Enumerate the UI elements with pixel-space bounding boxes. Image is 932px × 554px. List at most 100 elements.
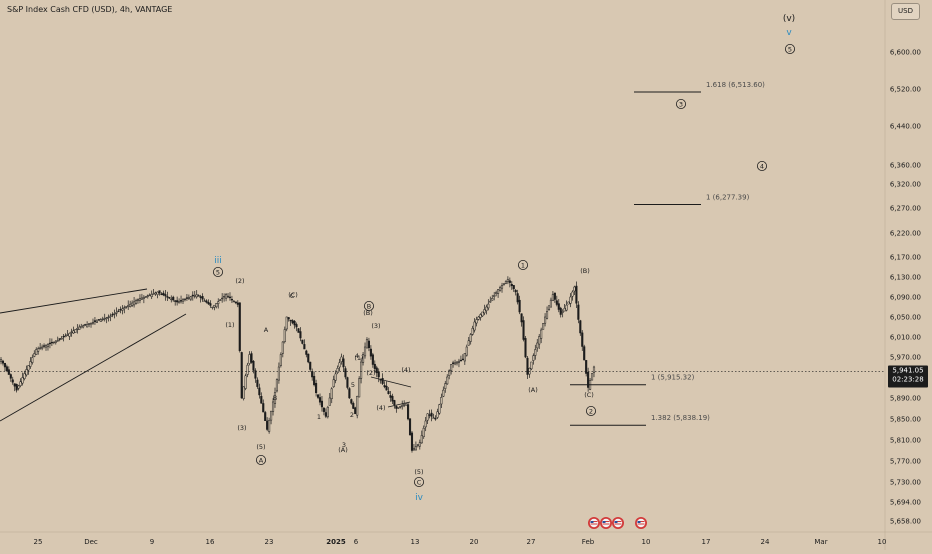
time-tick-label: 2025 <box>326 538 346 546</box>
wave-label: (C) <box>584 391 594 399</box>
candle-body <box>201 296 204 300</box>
candle-body <box>111 314 114 316</box>
candle-body <box>393 400 396 406</box>
svg-text:1: 1 <box>521 261 525 269</box>
candle-body <box>193 295 196 297</box>
circled-wave-label: 2 <box>586 405 597 416</box>
candle <box>72 326 75 334</box>
candle-body <box>238 302 241 352</box>
candle <box>226 293 230 299</box>
wave-label: (A) <box>338 446 348 454</box>
wave4-upper-line[interactable] <box>370 376 412 388</box>
candle-body <box>101 318 104 321</box>
candle <box>444 380 447 393</box>
candle <box>170 295 173 303</box>
candle <box>414 441 417 451</box>
us-flag-icon[interactable] <box>612 517 624 529</box>
candle-body <box>0 359 3 362</box>
candle <box>424 416 427 432</box>
price-axis[interactable]: 6,600.00 6,520.00 6,440.00 6,360.00 6,320.00… <box>890 49 921 526</box>
time-axis[interactable]: 25 Dec 9 16 23 2025 6 13 20 27 Feb 10 17 24 Mar 10 <box>34 538 887 546</box>
candle-body <box>575 285 578 304</box>
candle-body <box>176 300 179 303</box>
candle <box>299 327 302 342</box>
candle <box>538 333 541 350</box>
candle-body <box>279 354 282 366</box>
candle <box>561 309 564 318</box>
candle <box>131 300 134 307</box>
candle <box>510 281 513 290</box>
circled-wave-label: B <box>363 300 374 311</box>
candle <box>199 294 202 303</box>
candle-body <box>29 361 32 367</box>
candle-body <box>211 306 214 309</box>
candle-body <box>266 420 269 430</box>
candle <box>502 283 506 286</box>
channel-lower-line[interactable] <box>0 313 187 422</box>
candle-body <box>70 331 73 334</box>
candle-body <box>68 333 71 337</box>
chart-title: S&P Index Cash CFD (USD), 4h, VANTAGE <box>7 5 173 14</box>
candle-body <box>240 352 243 399</box>
candle-body <box>510 284 513 286</box>
candle-body <box>205 300 208 303</box>
candle-body <box>103 318 106 320</box>
candle <box>9 373 12 382</box>
candle <box>68 332 71 340</box>
candle <box>193 290 196 299</box>
svg-text:B: B <box>367 302 371 310</box>
candle-body <box>189 296 192 300</box>
wave-label: A <box>264 326 269 334</box>
candle <box>221 293 224 303</box>
candle <box>164 290 167 301</box>
candle-body <box>324 412 327 417</box>
us-flag-icon[interactable] <box>635 517 647 529</box>
candle <box>483 304 486 316</box>
candle-body <box>545 311 549 319</box>
candle <box>129 300 132 308</box>
channel-upper-line[interactable] <box>0 288 148 314</box>
candle-body <box>260 395 263 404</box>
candle <box>377 368 380 383</box>
currency-button[interactable]: USD <box>891 3 920 20</box>
candle <box>133 297 136 308</box>
candle-body <box>383 385 386 388</box>
candle <box>35 347 38 356</box>
candle-body <box>115 312 118 314</box>
candle-body <box>3 362 6 368</box>
candle-body <box>403 404 406 406</box>
candle <box>46 343 50 351</box>
candle-body <box>93 320 96 322</box>
price-tick-label: 6,320.00 <box>890 181 921 189</box>
candle-body <box>424 420 427 428</box>
candle <box>211 306 214 310</box>
svg-text:A: A <box>259 456 264 464</box>
candle <box>209 300 212 308</box>
candle-body <box>287 317 290 320</box>
candle-body <box>457 360 461 363</box>
candle <box>565 300 568 312</box>
candle-body <box>315 383 318 393</box>
candle <box>416 444 419 448</box>
candle-body <box>207 301 210 305</box>
us-flag-icon[interactable] <box>588 517 600 529</box>
event-icons[interactable] <box>588 517 647 529</box>
candle <box>348 387 351 399</box>
candle <box>27 365 30 375</box>
candle <box>585 360 588 377</box>
candle <box>583 344 586 361</box>
wave-label-v: v <box>786 28 792 38</box>
price-tick-label: 6,170.00 <box>890 254 921 262</box>
us-flag-icon[interactable] <box>600 517 612 529</box>
candle <box>301 339 304 345</box>
candle-body <box>448 370 451 376</box>
candle <box>471 325 474 336</box>
candle-body <box>346 377 349 388</box>
candle-body <box>97 319 100 321</box>
candle-body <box>311 371 314 378</box>
candle-body <box>391 395 394 402</box>
candle <box>176 296 179 306</box>
wave4-lower-line[interactable] <box>387 401 411 408</box>
